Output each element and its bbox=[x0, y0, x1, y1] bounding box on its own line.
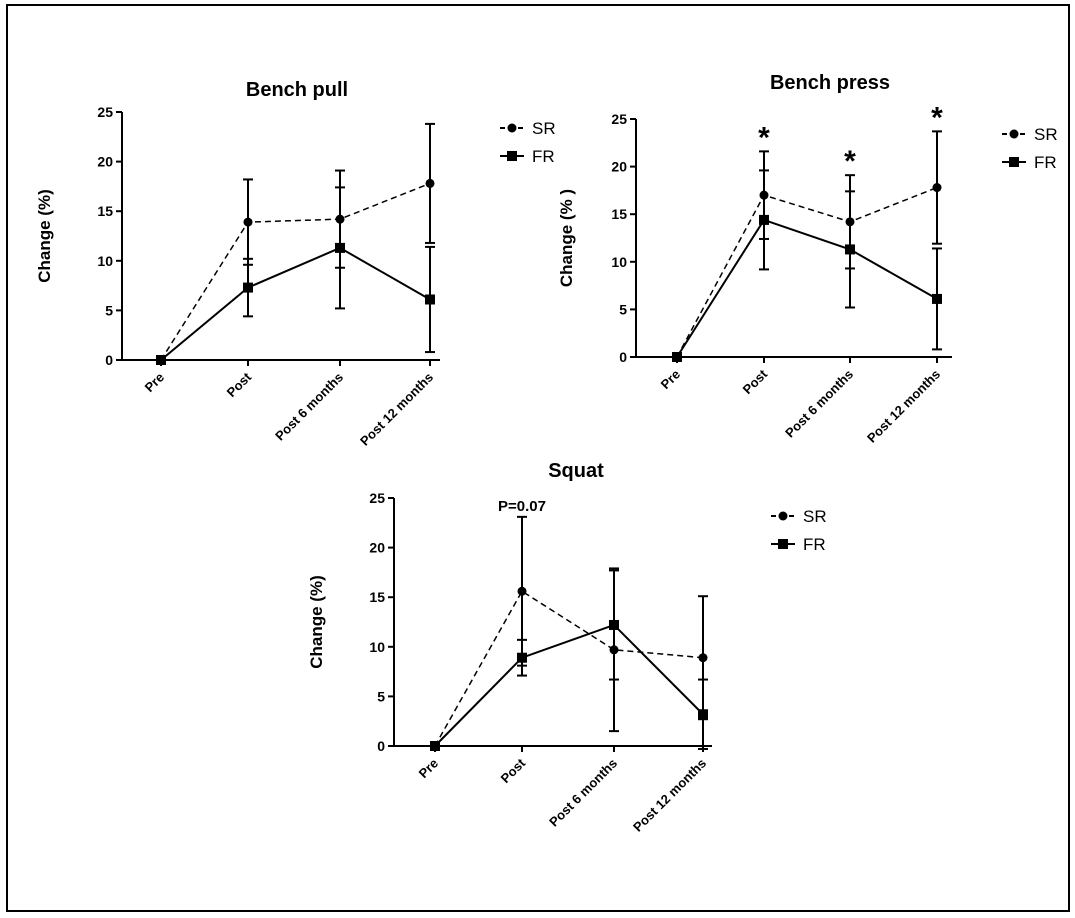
point-FR bbox=[845, 244, 855, 255]
series-line-FR bbox=[434, 623, 704, 747]
chart-3: Squat Change (%) 0 5 10 15 20 25 Pre Post Post 6 m… bbox=[307, 460, 827, 835]
y-axis-label: Change (% ) bbox=[557, 189, 576, 287]
point-FR bbox=[156, 355, 166, 365]
y-axis-label: Change (%) bbox=[35, 189, 54, 283]
y-tick-label: 25 bbox=[97, 104, 113, 120]
y-tick-label: 10 bbox=[369, 639, 385, 655]
x-tick-label: Pre bbox=[658, 367, 683, 392]
significance-annotation: * bbox=[844, 145, 856, 178]
point-FR bbox=[335, 242, 345, 253]
series-line-FR bbox=[160, 246, 431, 361]
x-tick-label: Post 6 months bbox=[546, 756, 620, 830]
point-FR bbox=[430, 741, 440, 751]
legend-label-FR: FR bbox=[1034, 153, 1057, 172]
y-tick-label: 15 bbox=[611, 206, 627, 222]
y-tick-label: 20 bbox=[369, 540, 385, 556]
point-FR bbox=[243, 282, 253, 293]
y-tick-label: 20 bbox=[97, 154, 113, 170]
y-tick-label: 25 bbox=[611, 111, 627, 127]
y-tick-label: 5 bbox=[105, 302, 113, 318]
series-line-SR bbox=[434, 590, 704, 747]
y-tick-label: 15 bbox=[97, 203, 113, 219]
chart-title: Bench pull bbox=[246, 79, 348, 101]
y-tick-label: 10 bbox=[97, 253, 113, 269]
x-tick-label: Post bbox=[740, 366, 771, 397]
x-tick-label: Pre bbox=[416, 756, 441, 781]
y-tick-label: 5 bbox=[619, 301, 627, 317]
y-tick-label: 0 bbox=[105, 352, 113, 368]
chart-title: Bench press bbox=[770, 72, 890, 94]
y-tick-label: 0 bbox=[377, 738, 385, 754]
x-tick-label: Post 6 months bbox=[782, 367, 856, 441]
chart-1: Bench pull Change (%) 0 5 10 15 20 25 Pre Post Pos… bbox=[35, 79, 556, 449]
point-FR bbox=[425, 294, 435, 305]
point-SR bbox=[243, 217, 253, 227]
point-SR bbox=[517, 586, 527, 596]
chart-2: Bench press Change (% ) 0 5 10 15 20 25 Pre Post P… bbox=[557, 72, 1058, 446]
point-SR bbox=[425, 178, 435, 188]
y-tick-label: 0 bbox=[619, 349, 627, 365]
x-tick-label: Pre bbox=[142, 370, 167, 395]
y-tick-label: 5 bbox=[377, 688, 385, 704]
point-SR bbox=[698, 653, 708, 663]
series-line-SR bbox=[160, 182, 431, 361]
significance-annotation: * bbox=[758, 121, 770, 154]
legend-marker-SR bbox=[507, 123, 517, 133]
x-tick-label: Post 6 months bbox=[272, 370, 346, 444]
y-tick-label: 20 bbox=[611, 159, 627, 175]
x-tick-label: Post bbox=[224, 369, 255, 400]
y-tick-label: 15 bbox=[369, 589, 385, 605]
point-SR bbox=[932, 183, 942, 193]
legend-marker-FR bbox=[778, 539, 788, 549]
legend-label-SR: SR bbox=[1034, 125, 1058, 144]
legend-marker-SR bbox=[778, 511, 788, 521]
legend-marker-FR bbox=[507, 151, 517, 161]
legend-label-FR: FR bbox=[532, 147, 555, 166]
y-axis-label: Change (%) bbox=[307, 575, 326, 669]
point-FR bbox=[932, 293, 942, 304]
significance-annotation: P=0.07 bbox=[498, 498, 546, 515]
point-FR bbox=[698, 709, 708, 720]
y-tick-label: 25 bbox=[369, 490, 385, 506]
point-FR bbox=[672, 352, 682, 362]
legend-label-FR: FR bbox=[803, 535, 826, 554]
series-line-FR bbox=[676, 218, 938, 358]
chart-title: Squat bbox=[548, 460, 604, 482]
point-FR bbox=[759, 214, 769, 225]
significance-annotation: * bbox=[931, 101, 943, 134]
legend-label-SR: SR bbox=[803, 507, 827, 526]
legend-marker-FR bbox=[1009, 157, 1019, 167]
series-line-SR bbox=[676, 186, 938, 358]
figure-frame bbox=[6, 4, 1070, 912]
x-tick-label: Post 12 months bbox=[864, 367, 943, 446]
point-FR bbox=[517, 652, 527, 663]
point-FR bbox=[609, 619, 619, 630]
legend-marker-SR bbox=[1009, 129, 1019, 139]
y-tick-label: 10 bbox=[611, 254, 627, 270]
x-tick-label: Post bbox=[498, 755, 529, 786]
x-tick-label: Post 12 months bbox=[357, 370, 436, 449]
legend-label-SR: SR bbox=[532, 119, 556, 138]
x-tick-label: Post 12 months bbox=[630, 756, 709, 835]
